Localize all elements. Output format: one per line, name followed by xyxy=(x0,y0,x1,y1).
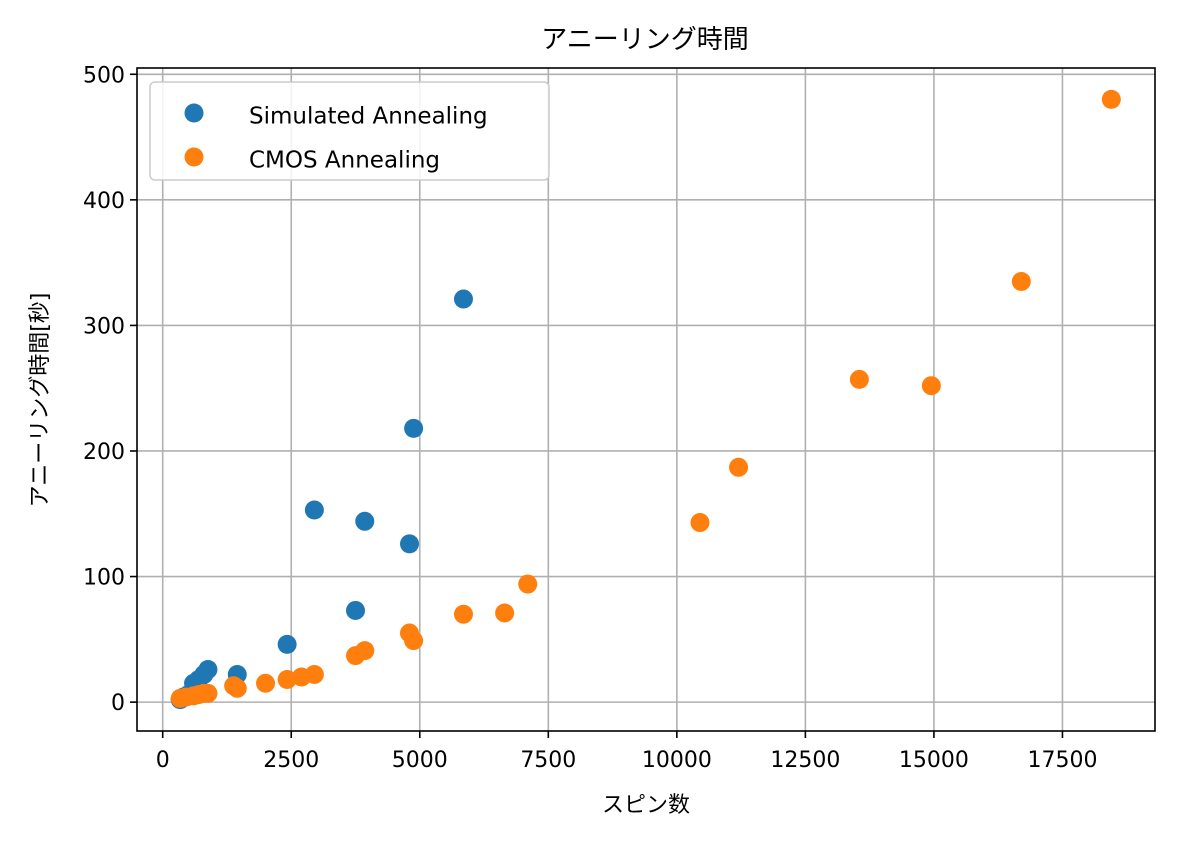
x-tick-label: 17500 xyxy=(1027,748,1097,773)
legend-marker-cmos-annealing xyxy=(184,147,204,167)
data-point xyxy=(921,376,941,396)
data-point xyxy=(355,641,375,661)
legend: Simulated Annealing CMOS Annealing xyxy=(149,81,550,181)
data-points xyxy=(170,89,1121,710)
y-axis-label: アニーリング時間[秒] xyxy=(28,293,53,508)
data-point xyxy=(198,659,218,679)
data-point xyxy=(346,600,366,620)
y-tick-label: 200 xyxy=(83,440,125,465)
data-point xyxy=(304,664,324,684)
data-point xyxy=(849,369,869,389)
data-point xyxy=(198,683,218,703)
data-point xyxy=(453,604,473,624)
data-point xyxy=(729,457,749,477)
x-tick-label: 7500 xyxy=(520,748,576,773)
x-tick-label: 0 xyxy=(156,748,170,773)
data-point xyxy=(453,289,473,309)
data-point xyxy=(495,603,515,623)
plot-frame xyxy=(136,67,1156,732)
data-point xyxy=(399,534,419,554)
y-tick-label: 300 xyxy=(83,314,125,339)
data-point xyxy=(690,513,710,533)
legend-label-simulated-annealing: Simulated Annealing xyxy=(249,104,488,130)
y-axis: 0 100 200 300 400 500 xyxy=(83,63,137,716)
data-point xyxy=(256,673,276,693)
x-tick-label: 5000 xyxy=(392,748,448,773)
x-tick-label: 12500 xyxy=(770,748,840,773)
data-point xyxy=(277,670,297,690)
legend-box xyxy=(149,81,550,181)
x-tick-label: 2500 xyxy=(263,748,319,773)
y-tick-label: 0 xyxy=(111,691,125,716)
y-tick-label: 400 xyxy=(83,189,125,214)
y-tick-label: 500 xyxy=(83,63,125,88)
y-tick-label: 100 xyxy=(83,566,125,591)
data-point xyxy=(1101,89,1121,109)
x-axis-label: スピン数 xyxy=(602,793,690,818)
data-point xyxy=(304,500,324,520)
x-tick-label: 15000 xyxy=(899,748,969,773)
data-point xyxy=(1011,271,1031,291)
data-point xyxy=(518,574,538,594)
data-point xyxy=(355,511,375,531)
x-tick-label: 10000 xyxy=(642,748,712,773)
series-1 xyxy=(170,89,1121,708)
data-point xyxy=(227,678,247,698)
chart-title: アニーリング時間 xyxy=(541,25,748,55)
data-point xyxy=(404,631,424,651)
data-point xyxy=(277,634,297,654)
x-axis: 0 2500 5000 7500 10000 12500 15000 17500 xyxy=(156,731,1097,773)
legend-label-cmos-annealing: CMOS Annealing xyxy=(249,148,440,174)
data-point xyxy=(404,418,424,438)
legend-marker-simulated-annealing xyxy=(184,103,204,123)
